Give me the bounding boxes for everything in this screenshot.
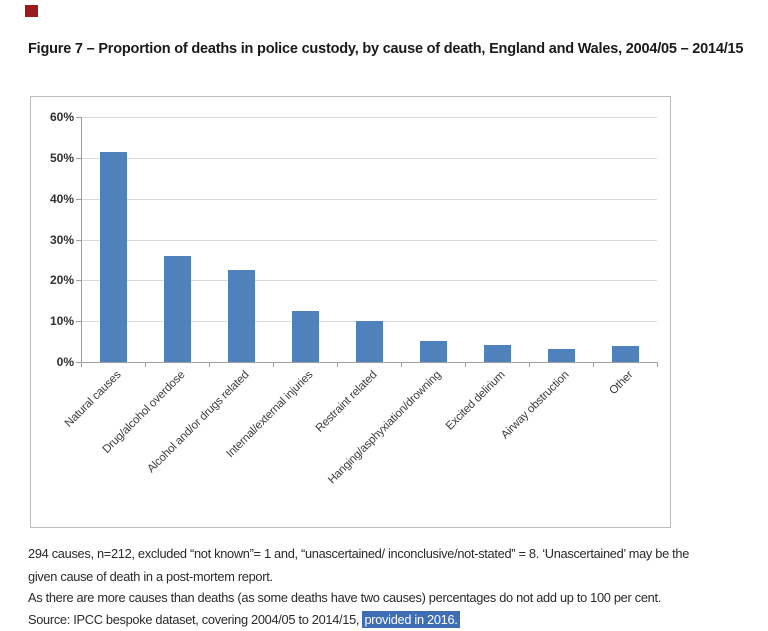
source-highlighted-text: provided in 2016. [362,611,460,628]
y-axis-tick-label: 50% [49,150,74,165]
bar-other [612,346,639,362]
x-axis-tick [657,362,658,367]
page-corner-mark [25,5,38,17]
y-axis-tick-label: 20% [49,273,74,288]
x-axis-tick [145,362,146,367]
x-axis-tick [81,362,82,367]
y-gridline [81,117,657,118]
y-axis-line [81,117,82,367]
y-axis-tick [76,198,81,200]
y-axis-tick [76,280,81,282]
y-axis-tick [76,362,81,363]
x-axis-tick [209,362,210,367]
bar-excited-delirium [484,345,511,362]
bar-hanging-asphyxiation-drowning [420,341,447,362]
y-axis-tick-label: 0% [56,355,74,369]
y-gridline [81,239,657,241]
bar-natural-causes [100,152,127,362]
y-axis-tick-label: 30% [49,232,74,247]
footnote-percentages: As there are more causes than deaths (as… [28,590,661,605]
source-text: Source: IPCC bespoke dataset, covering 2… [28,612,363,627]
y-axis-tick-label: 10% [49,314,74,329]
bar-restraint-related [356,321,383,362]
x-axis-line [81,362,658,363]
y-gridline [81,198,657,200]
y-axis-tick-label: 40% [49,191,74,206]
y-axis-tick [76,321,81,323]
x-axis-tick [337,362,338,367]
bar-internal-external-injuries [292,311,319,362]
x-axis-tick [401,362,402,367]
figure-caption: Figure 7 – Proportion of deaths in polic… [28,41,744,57]
footnote-counts-continued: given cause of death in a post-mortem re… [28,569,273,584]
bar-airway-obstruction [548,349,575,362]
source-note: Source: IPCC bespoke dataset, covering 2… [28,611,460,629]
x-axis-tick [273,362,274,367]
bar-alcohol-and-or-drugs-related [228,270,255,362]
y-axis-tick [76,157,81,159]
y-axis-tick-label: 60% [49,110,74,124]
y-gridline [81,280,657,282]
x-axis-tick [593,362,594,367]
y-axis-tick [76,117,81,118]
bar-drug-alcohol-overdose [164,256,191,362]
footnote-counts: 294 causes, n=212, excluded “not known”=… [28,546,690,561]
x-axis-tick [465,362,466,367]
y-gridline [81,157,657,159]
x-axis-tick [529,362,530,367]
bar-chart: 0% 10% 20% 30% 40% 50% 60% Natural causes Drug/a… [30,96,671,528]
y-axis-tick [76,239,81,241]
